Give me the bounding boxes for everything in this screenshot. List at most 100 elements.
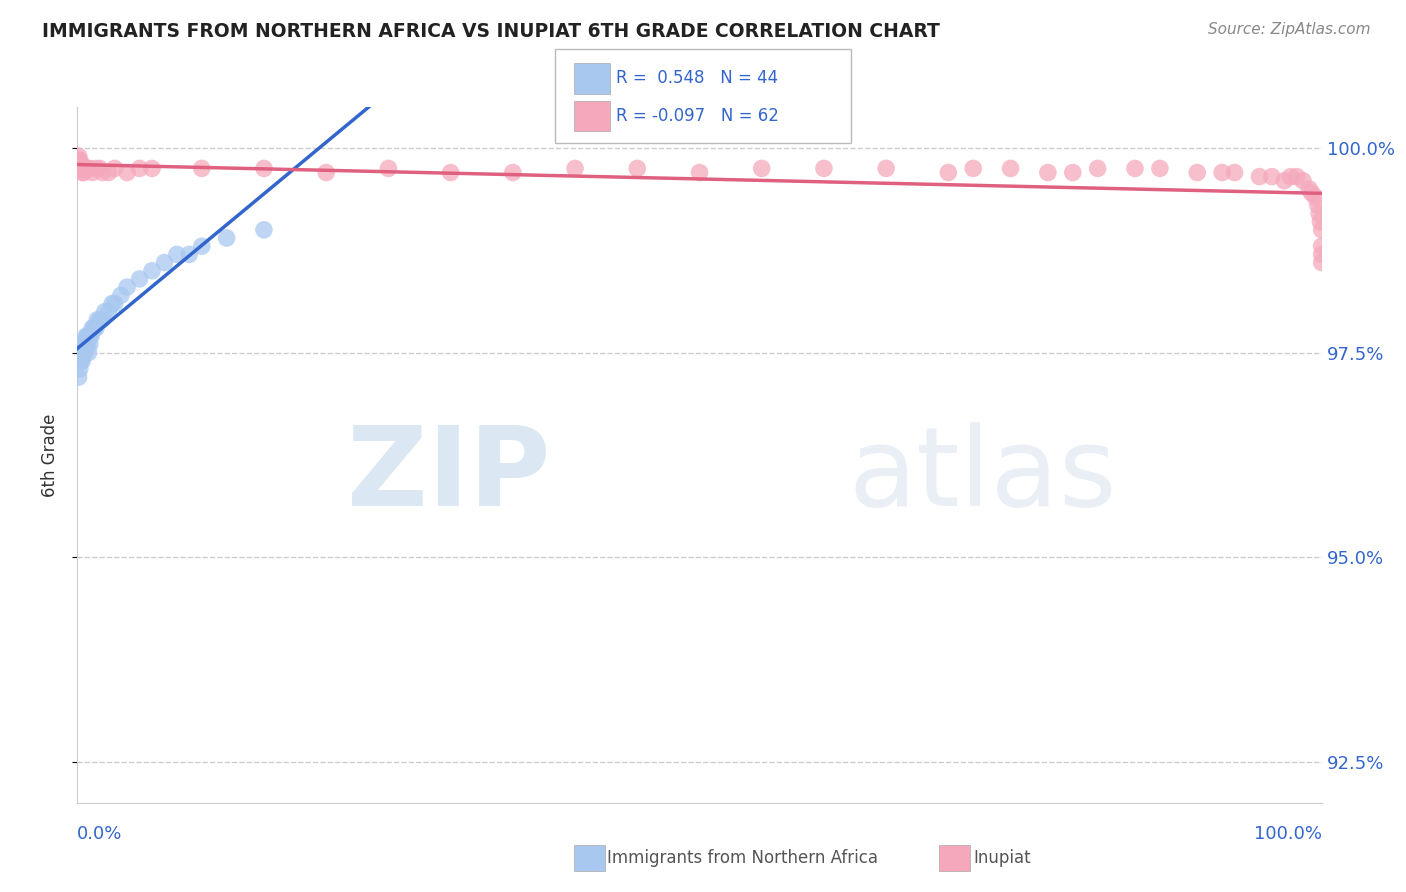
- Point: [97, 304, 120, 318]
- Point: [104, 161, 127, 176]
- Text: atlas: atlas: [849, 422, 1118, 529]
- Point: [1309, 214, 1331, 228]
- Point: [75, 329, 97, 343]
- Point: [82, 321, 104, 335]
- Point: [1308, 206, 1330, 220]
- Point: [115, 165, 138, 179]
- Point: [141, 264, 163, 278]
- Point: [70, 161, 93, 176]
- Point: [70, 337, 93, 351]
- Point: [89, 313, 111, 327]
- Point: [76, 161, 98, 176]
- Point: [91, 313, 114, 327]
- Text: R = -0.097   N = 62: R = -0.097 N = 62: [616, 107, 779, 125]
- Point: [93, 304, 115, 318]
- Point: [689, 165, 711, 179]
- Point: [1087, 161, 1109, 176]
- Point: [104, 296, 127, 310]
- Text: 100.0%: 100.0%: [1254, 825, 1322, 843]
- Point: [153, 255, 176, 269]
- Point: [253, 161, 276, 176]
- Point: [69, 161, 91, 176]
- Point: [1149, 161, 1171, 176]
- Point: [67, 370, 90, 384]
- Point: [69, 153, 91, 168]
- Point: [72, 337, 94, 351]
- Point: [86, 313, 108, 327]
- Point: [72, 165, 94, 179]
- Point: [626, 161, 648, 176]
- Point: [89, 161, 111, 176]
- Point: [69, 345, 91, 359]
- Point: [1261, 169, 1284, 184]
- Point: [79, 329, 101, 343]
- Point: [70, 353, 93, 368]
- Text: IMMIGRANTS FROM NORTHERN AFRICA VS INUPIAT 6TH GRADE CORRELATION CHART: IMMIGRANTS FROM NORTHERN AFRICA VS INUPI…: [42, 22, 941, 41]
- Point: [72, 353, 94, 368]
- Point: [79, 337, 101, 351]
- Point: [1223, 165, 1246, 179]
- Point: [1062, 165, 1084, 179]
- Point: [1310, 239, 1333, 253]
- Point: [215, 231, 238, 245]
- Point: [191, 161, 214, 176]
- Point: [79, 161, 101, 176]
- Point: [76, 337, 98, 351]
- Point: [72, 345, 94, 359]
- Point: [1000, 161, 1022, 176]
- Point: [115, 280, 138, 294]
- Point: [67, 157, 90, 171]
- Point: [110, 288, 132, 302]
- Point: [101, 296, 124, 310]
- Point: [67, 153, 90, 168]
- Point: [69, 362, 91, 376]
- Point: [191, 239, 214, 253]
- Point: [1272, 174, 1295, 188]
- Point: [1285, 169, 1308, 184]
- Point: [875, 161, 897, 176]
- Point: [73, 337, 96, 351]
- Point: [72, 345, 94, 359]
- Point: [91, 165, 114, 179]
- Text: R =  0.548   N = 44: R = 0.548 N = 44: [616, 70, 778, 87]
- Point: [1310, 247, 1333, 261]
- Point: [1305, 190, 1327, 204]
- Point: [67, 149, 90, 163]
- Point: [962, 161, 984, 176]
- Point: [1310, 223, 1333, 237]
- Text: Inupiat: Inupiat: [973, 849, 1031, 867]
- Point: [83, 321, 105, 335]
- Point: [377, 161, 399, 176]
- Point: [751, 161, 773, 176]
- Point: [1292, 174, 1315, 188]
- Point: [84, 161, 107, 176]
- Point: [938, 165, 960, 179]
- Point: [76, 329, 98, 343]
- Point: [128, 272, 150, 286]
- Point: [97, 165, 120, 179]
- Point: [67, 345, 90, 359]
- Point: [80, 329, 103, 343]
- Text: ZIP: ZIP: [347, 422, 550, 529]
- Point: [166, 247, 188, 261]
- Point: [1211, 165, 1233, 179]
- Point: [1301, 186, 1323, 200]
- Text: Source: ZipAtlas.com: Source: ZipAtlas.com: [1208, 22, 1371, 37]
- Point: [502, 165, 524, 179]
- Point: [1310, 255, 1333, 269]
- Point: [1249, 169, 1271, 184]
- Text: 0.0%: 0.0%: [77, 825, 122, 843]
- Point: [141, 161, 163, 176]
- Point: [70, 345, 93, 359]
- Point: [1187, 165, 1209, 179]
- Point: [1306, 198, 1329, 212]
- Point: [70, 157, 93, 171]
- Point: [179, 247, 201, 261]
- Point: [564, 161, 586, 176]
- Point: [1298, 182, 1320, 196]
- Point: [813, 161, 835, 176]
- Point: [73, 161, 96, 176]
- Point: [73, 345, 96, 359]
- Point: [69, 353, 91, 368]
- Point: [440, 165, 463, 179]
